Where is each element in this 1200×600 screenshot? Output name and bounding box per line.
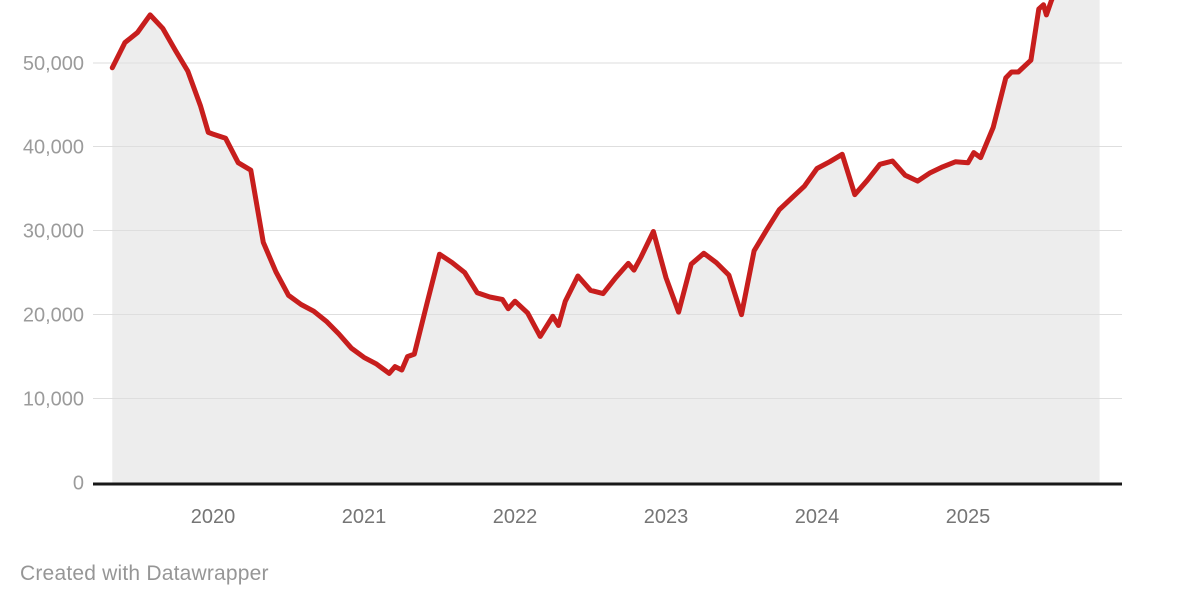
x-tick-label: 2024	[795, 506, 840, 528]
x-tick-label: 2025	[946, 506, 991, 528]
x-tick-label: 2022	[493, 506, 538, 528]
area-fill	[112, 0, 1100, 483]
y-tick-label: 20,000	[23, 305, 84, 327]
y-tick-label: 0	[73, 473, 84, 495]
x-tick-label: 2023	[644, 506, 689, 528]
x-tick-label: 2020	[191, 506, 236, 528]
attribution-text: Created with Datawrapper	[20, 562, 269, 585]
x-tick-label: 2021	[342, 506, 387, 528]
y-tick-label: 10,000	[23, 389, 84, 411]
y-tick-label: 30,000	[23, 221, 84, 243]
y-tick-label: 40,000	[23, 137, 84, 159]
data-line	[109, 0, 1055, 376]
y-tick-label: 50,000	[23, 53, 84, 75]
